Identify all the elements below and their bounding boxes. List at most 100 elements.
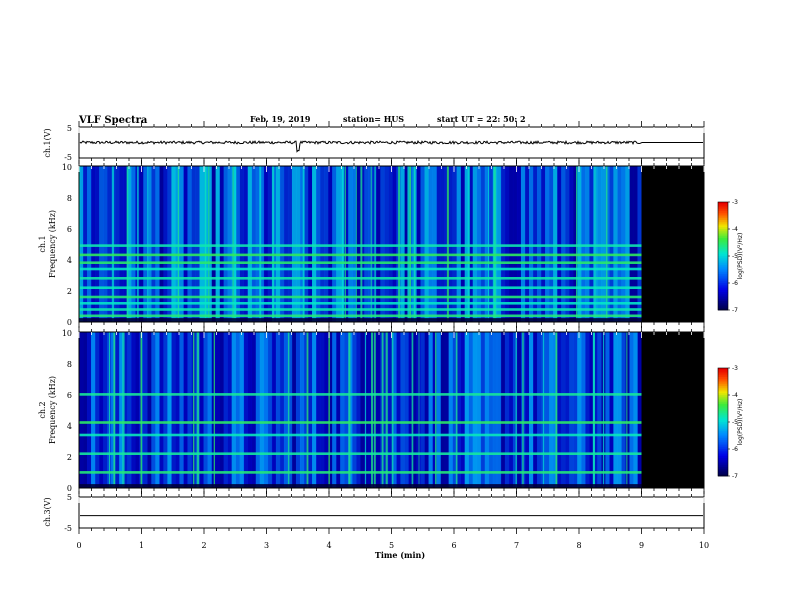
spectrogram-column [207,332,212,488]
spectrogram-column [516,332,522,488]
spectrogram-column [617,166,622,322]
sferic-streak [355,166,357,322]
spectrogram-column [388,166,393,322]
colorbar-segment [718,203,728,206]
spectrogram-column [392,332,397,488]
colorbar-segment [718,207,728,210]
spectrogram-column [231,166,236,322]
spectrogram-column [283,332,289,488]
ch3-ytick-bottom: -5 [64,524,72,533]
spectrogram-column [629,332,634,488]
spectrogram-column [187,332,192,488]
ch1-ytick-8: 8 [67,194,72,203]
colorbar-segment [718,286,728,289]
spectrogram-column [119,166,124,322]
colorbar-segment [718,393,728,396]
x-tick-label: 7 [514,541,519,550]
x-tick-label: 10 [699,541,709,550]
sferic-streak [467,166,470,322]
colorbar-segment [718,472,728,475]
spectrogram-column [175,166,180,322]
spectrogram-column [428,332,433,488]
spectrogram-column [143,166,148,322]
spectrogram-column [364,166,369,322]
spectrogram-column [524,332,530,488]
colorbar-segment [718,205,728,208]
ch1-ytick-top: 5 [67,124,72,133]
spectrogram-column [291,332,297,488]
sferic-streak [341,166,344,322]
colorbar-segment [718,429,728,432]
spectrogram-column [179,332,184,488]
colorbar-segment [718,398,728,401]
colorbar-segment [718,238,728,241]
colorbar-label: log(PSD)(V²/Hz) [737,399,744,446]
sferic-streak [409,166,411,322]
spectrogram-column [537,166,542,322]
sferic-streak [446,166,449,322]
spectrogram-column [308,332,313,488]
spectrogram-column [448,166,453,322]
spectrogram-column [99,166,104,322]
spectrogram-column [496,332,502,488]
spectrogram-column [589,332,594,488]
colorbar-segment [718,227,728,230]
colorbar-segment [718,368,728,371]
spectrogram-column [203,332,208,488]
sferic-streak [413,166,416,322]
spectrogram-column [312,166,317,322]
spectrogram-column [621,166,626,322]
spectrogram-column [295,332,301,488]
spectrogram-column [215,166,220,322]
ch1-colorbar: -3 -4 -5 -6 -7 log(PSD)(V²/Hz) [717,199,744,314]
spectrogram-column [267,166,273,322]
spectrogram-column [537,332,542,488]
sferic-streak [234,166,237,322]
low-freq-band [79,484,642,488]
colorbar-segment [718,441,728,444]
sferic-streak [594,166,596,322]
spectrogram-column [484,166,490,322]
spectrogram-column [432,166,437,322]
spectrogram-column [420,332,425,488]
band-line [79,295,642,299]
spectrogram-column [211,166,216,322]
colorbar-segment [718,391,728,394]
spectrogram-column [553,332,558,488]
spectrogram-column [259,166,265,322]
spectrogram-column [420,166,425,322]
spectrogram-column [95,166,100,322]
sferic-streak [204,166,207,322]
colorbar-segment [718,277,728,280]
spectrogram-column [529,166,534,322]
spectrogram-column [279,332,285,488]
sferic-streak [374,166,376,322]
spectrogram-column [243,166,249,322]
band-line [79,244,642,247]
spectrogram-column [440,332,445,488]
colorbar-segment [718,230,728,233]
colorbar-segment [718,225,728,228]
ch1-waveform-ylabel: ch.1(V) [43,128,52,157]
colorbar-segment [718,431,728,434]
sferic-streak [177,166,179,322]
spectrogram-column [404,166,409,322]
spectrogram-column [247,332,253,488]
spectrogram-column [219,332,224,488]
sferic-streak [287,332,290,488]
spectrogram-column [360,332,365,488]
sferic-streak [111,166,115,322]
spectrogram-column [508,166,514,322]
colorbar-segment [718,308,728,311]
spectrogram-column [103,332,108,488]
colorbar-ticklabel: -3 [732,365,738,372]
spectrogram-column [175,332,180,488]
sferic-streak [381,332,384,488]
sferic-streak [488,166,490,322]
colorbar-ticklabel: -7 [732,307,738,314]
spectrogram-column [340,332,345,488]
sferic-streak [208,166,210,322]
colorbar-ticklabel: -3 [732,199,738,206]
x-tick-label: 9 [639,541,644,550]
spectrogram-column [617,332,622,488]
